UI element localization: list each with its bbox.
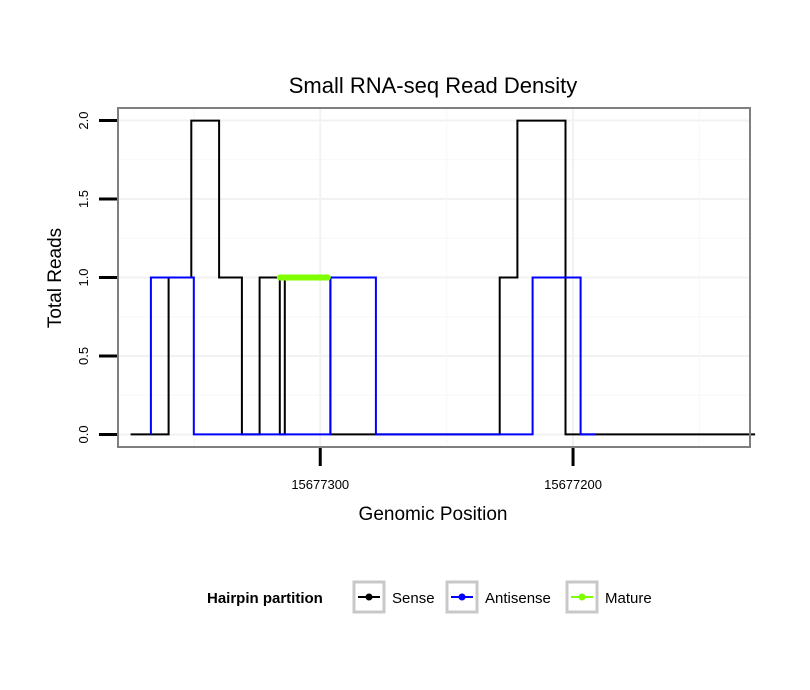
legend-key-point — [365, 593, 373, 601]
legend-label-antisense: Antisense — [485, 590, 551, 607]
legend-key-box — [445, 580, 479, 614]
y-tick-label: 1.0 — [76, 268, 91, 286]
legend-label-mature: Mature — [605, 590, 652, 607]
series-line-antisense — [149, 276, 596, 436]
y-tick-label: 2.0 — [76, 112, 91, 130]
series-layer — [130, 119, 756, 436]
x-tick-label: 15677200 — [544, 477, 602, 492]
chart-title: Small RNA-seq Read Density — [289, 73, 578, 98]
x-axis: 15677300 15677200 — [291, 448, 602, 492]
legend: Hairpin partition Sense Antisense Mature — [207, 580, 652, 614]
y-axis-title: Total Reads — [45, 228, 66, 328]
y-axis: 0.0 0.5 1.0 1.5 2.0 — [76, 112, 117, 443]
legend-label-sense: Sense — [392, 590, 435, 607]
x-tick-label: 15677300 — [291, 477, 349, 492]
y-tick-label: 0.0 — [76, 425, 91, 443]
y-tick-label: 1.5 — [76, 190, 91, 208]
y-tick-label: 0.5 — [76, 347, 91, 365]
legend-key-point — [578, 593, 586, 601]
legend-title: Hairpin partition — [207, 590, 323, 607]
legend-key-point — [458, 593, 466, 601]
x-axis-title: Genomic Position — [359, 504, 508, 525]
panel-border — [117, 107, 751, 448]
